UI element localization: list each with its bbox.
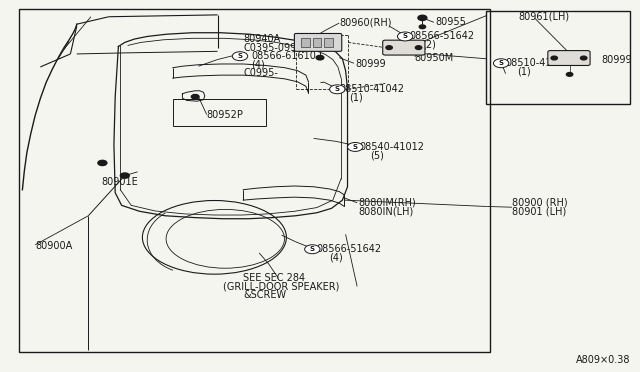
Text: S: S <box>310 246 315 252</box>
Text: S: S <box>353 144 358 150</box>
Bar <box>173 99 266 126</box>
Circle shape <box>120 173 129 178</box>
Text: C0995-: C0995- <box>243 68 278 77</box>
Text: (5): (5) <box>370 150 384 160</box>
Text: 80960(RH): 80960(RH) <box>339 17 392 27</box>
Text: 08566-61610: 08566-61610 <box>252 51 316 61</box>
Circle shape <box>415 46 422 49</box>
Text: 8080IM(RH): 8080IM(RH) <box>358 198 416 208</box>
Circle shape <box>580 56 587 60</box>
Circle shape <box>397 32 413 41</box>
Text: (2): (2) <box>422 40 436 49</box>
Bar <box>324 38 333 46</box>
Text: SEE SEC 284: SEE SEC 284 <box>243 273 305 283</box>
Text: S: S <box>237 53 243 59</box>
Circle shape <box>551 56 557 60</box>
Bar <box>313 38 321 46</box>
Circle shape <box>232 52 248 61</box>
Text: 80901 (LH): 80901 (LH) <box>512 206 566 216</box>
Circle shape <box>566 73 573 76</box>
Text: 80940A: 80940A <box>243 34 280 44</box>
FancyBboxPatch shape <box>548 51 590 65</box>
FancyBboxPatch shape <box>383 40 425 55</box>
Circle shape <box>98 160 107 166</box>
Text: 80950M: 80950M <box>415 53 454 62</box>
Circle shape <box>493 59 509 68</box>
Text: A809×0.38: A809×0.38 <box>576 355 630 365</box>
Text: 80900 (RH): 80900 (RH) <box>512 198 568 208</box>
Text: 80900A: 80900A <box>35 241 72 250</box>
Text: (4): (4) <box>330 253 343 262</box>
Circle shape <box>316 55 324 60</box>
Bar <box>19 9 490 352</box>
Text: S: S <box>335 86 340 92</box>
Text: S: S <box>499 60 504 66</box>
Text: 80961(LH): 80961(LH) <box>518 12 570 22</box>
Circle shape <box>305 245 320 254</box>
Text: (1): (1) <box>349 93 362 102</box>
Circle shape <box>386 46 392 49</box>
Text: C0395-0995J: C0395-0995J <box>243 43 305 52</box>
Bar <box>301 38 310 46</box>
Text: 80955: 80955 <box>435 17 466 27</box>
Text: 80999: 80999 <box>355 59 386 69</box>
Text: 08566-51642: 08566-51642 <box>410 32 475 41</box>
Circle shape <box>419 25 426 29</box>
Text: 08540-41012: 08540-41012 <box>360 142 425 152</box>
Text: 08510-41042: 08510-41042 <box>339 84 404 94</box>
Text: (GRILL-DOOR SPEAKER): (GRILL-DOOR SPEAKER) <box>223 282 339 291</box>
Text: (4): (4) <box>252 60 265 69</box>
Text: &SCREW: &SCREW <box>243 290 286 299</box>
Circle shape <box>330 85 345 94</box>
Text: 80901E: 80901E <box>101 177 138 187</box>
Text: S: S <box>403 33 408 39</box>
Text: 8080IN(LH): 8080IN(LH) <box>358 206 413 216</box>
Circle shape <box>418 15 427 20</box>
Text: 08510-41042: 08510-41042 <box>506 58 571 68</box>
Text: 80999: 80999 <box>602 55 632 65</box>
Circle shape <box>191 94 199 99</box>
Bar <box>486 11 630 104</box>
Circle shape <box>348 142 363 151</box>
FancyBboxPatch shape <box>294 33 342 51</box>
Text: 80952P: 80952P <box>207 110 244 120</box>
Text: 08566-51642: 08566-51642 <box>317 244 382 254</box>
Text: (1): (1) <box>517 67 531 76</box>
